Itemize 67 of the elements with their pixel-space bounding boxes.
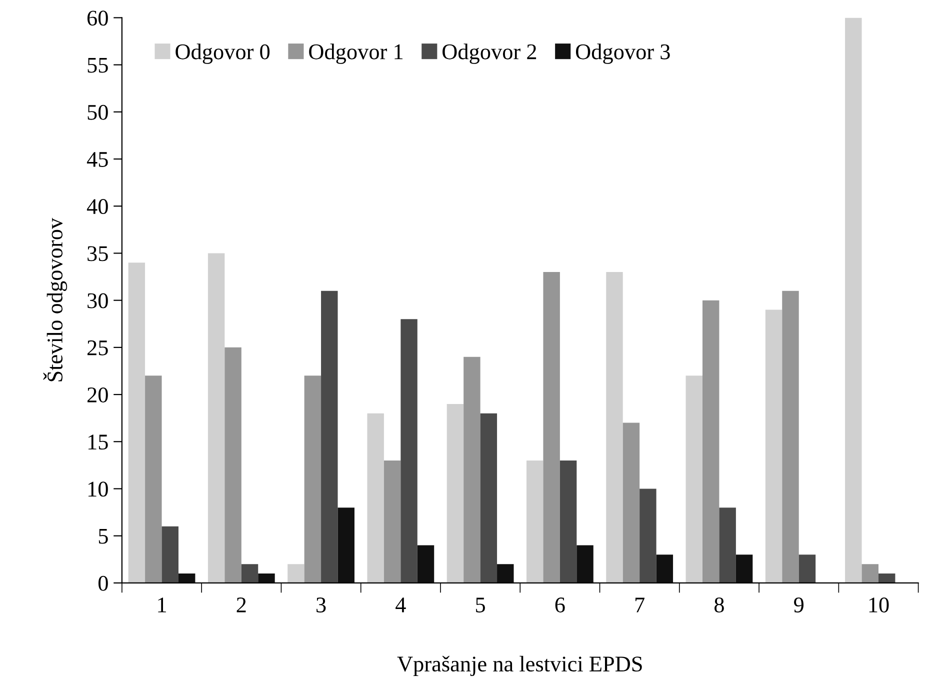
x-tick-label: 8 bbox=[714, 597, 724, 612]
bar bbox=[145, 376, 162, 583]
bar bbox=[446, 404, 464, 583]
bar bbox=[258, 574, 275, 583]
y-tick-label: 50 bbox=[88, 104, 108, 120]
x-tick-label: 9 bbox=[794, 598, 804, 612]
x-tick-label: 1 bbox=[158, 598, 166, 612]
bar bbox=[656, 554, 674, 583]
y-tick-label: 35 bbox=[88, 246, 108, 262]
y-tick-label: 25 bbox=[88, 340, 108, 356]
bar bbox=[208, 253, 225, 583]
x-tick-label: 10 bbox=[869, 597, 889, 612]
bar bbox=[384, 460, 401, 583]
bar bbox=[367, 413, 384, 583]
bar bbox=[241, 564, 258, 583]
bar bbox=[543, 272, 560, 583]
bar bbox=[736, 554, 753, 583]
x-tick-label: 2 bbox=[236, 598, 246, 612]
x-tick-label: 4 bbox=[396, 598, 406, 612]
x-tick-label: 3 bbox=[316, 598, 326, 612]
bar bbox=[400, 319, 418, 583]
bar bbox=[497, 564, 514, 583]
bar bbox=[782, 290, 799, 583]
bar bbox=[702, 300, 720, 583]
bar bbox=[338, 508, 354, 583]
bar bbox=[640, 488, 656, 583]
bar bbox=[178, 574, 196, 583]
y-tick-label: 40 bbox=[86, 199, 108, 214]
y-tick-label: 10 bbox=[88, 482, 108, 497]
bar bbox=[321, 290, 338, 583]
x-tick-label: 6 bbox=[555, 598, 565, 612]
bar bbox=[878, 574, 896, 583]
bar bbox=[622, 422, 640, 583]
x-axis-title: Vprašanje na lestvici EPDS bbox=[397, 656, 642, 676]
y-tick-label: 30 bbox=[88, 293, 108, 308]
y-tick-label: 0 bbox=[98, 576, 108, 591]
bar bbox=[765, 310, 782, 583]
bar bbox=[862, 564, 878, 583]
bar bbox=[128, 262, 146, 583]
legend-label: Odgovor 3 bbox=[576, 44, 670, 64]
bar bbox=[224, 347, 242, 583]
y-axis-title: Število odgovorov bbox=[43, 218, 68, 382]
bar bbox=[162, 526, 178, 583]
bar bbox=[464, 356, 480, 583]
legend-label: Odgovor 2 bbox=[442, 44, 536, 64]
legend-label: Odgovor 1 bbox=[309, 44, 403, 64]
bar bbox=[480, 413, 498, 583]
bar bbox=[798, 554, 816, 583]
bar bbox=[560, 460, 577, 583]
x-tick-label: 5 bbox=[476, 598, 485, 612]
bar bbox=[845, 18, 862, 583]
legend-label: Odgovor 0 bbox=[176, 44, 270, 64]
y-tick-label: 45 bbox=[86, 152, 108, 167]
y-tick-label: 5 bbox=[98, 528, 108, 544]
bar bbox=[288, 564, 304, 583]
y-tick-label: 20 bbox=[88, 387, 108, 402]
bar bbox=[417, 545, 434, 583]
bar bbox=[606, 272, 623, 583]
y-tick-label: 15 bbox=[88, 434, 108, 450]
y-tick-label: 55 bbox=[88, 58, 108, 73]
bar bbox=[719, 508, 736, 583]
bar bbox=[686, 376, 702, 583]
bar bbox=[576, 545, 594, 583]
bar bbox=[304, 376, 322, 583]
y-tick-label: 60 bbox=[87, 10, 108, 26]
x-tick-label: 7 bbox=[635, 598, 644, 612]
bar bbox=[526, 460, 544, 583]
